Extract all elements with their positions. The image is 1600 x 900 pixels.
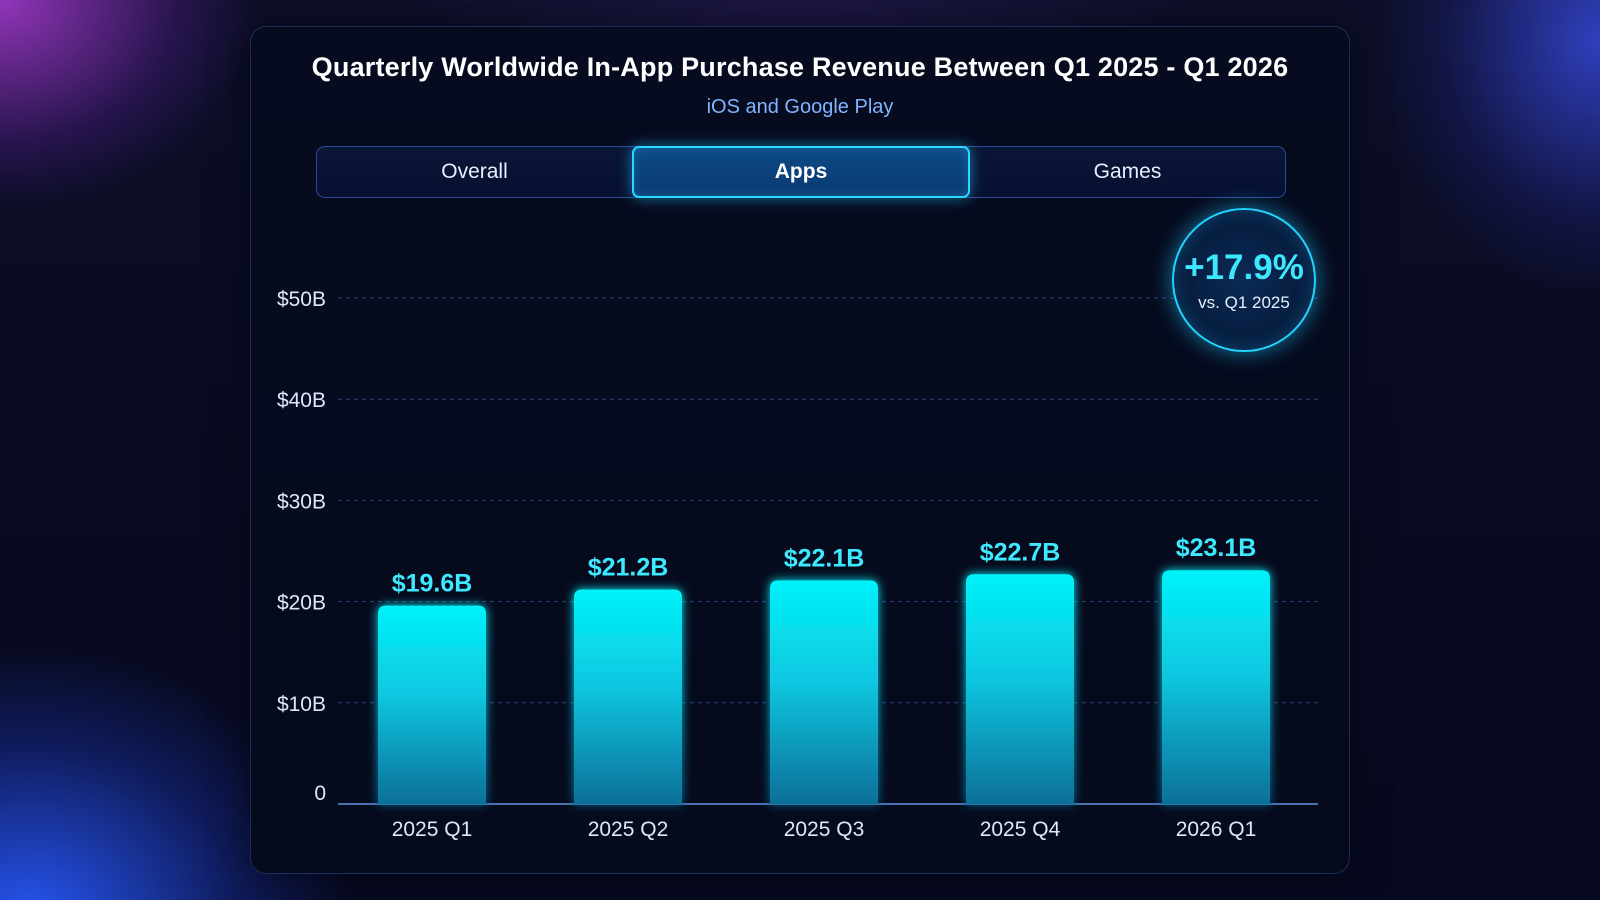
- y-tick-label: $50B: [277, 288, 326, 311]
- bar-2025-q4: [966, 574, 1074, 804]
- x-tick-label: 2025 Q1: [392, 818, 473, 841]
- tab-apps[interactable]: Apps: [632, 146, 970, 198]
- chart-subtitle: iOS and Google Play: [706, 96, 894, 118]
- bar-2026-q1: [1162, 570, 1270, 804]
- bar-value-label: $23.1B: [1176, 534, 1257, 562]
- y-tick-label: $20B: [277, 592, 326, 615]
- growth-badge: +17.9% vs. Q1 2025: [1172, 208, 1316, 352]
- y-tick-label: 0: [314, 782, 326, 805]
- growth-label: vs. Q1 2025: [1198, 292, 1290, 312]
- bar-value-label: $22.7B: [980, 538, 1061, 566]
- category-tabs: Overall Apps Games: [316, 146, 1286, 198]
- x-tick-label: 2025 Q4: [980, 818, 1061, 841]
- chart-title: Quarterly Worldwide In-App Purchase Reve…: [311, 52, 1289, 82]
- x-tick-label: 2026 Q1: [1176, 818, 1257, 841]
- y-tick-label: $30B: [277, 490, 326, 513]
- x-tick-label: 2025 Q2: [588, 818, 669, 841]
- y-tick-label: $40B: [277, 389, 326, 412]
- tab-games[interactable]: Games: [1093, 160, 1162, 183]
- bar-2025-q2: [574, 589, 682, 804]
- bar-2025-q3: [770, 580, 878, 804]
- y-tick-label: $10B: [277, 693, 326, 716]
- bar-2025-q1: [378, 605, 486, 804]
- bar-value-label: $19.6B: [392, 570, 473, 598]
- x-tick-label: 2025 Q3: [784, 818, 865, 841]
- bar-value-label: $22.1B: [784, 544, 865, 572]
- bar-value-label: $21.2B: [588, 553, 669, 581]
- tab-overall[interactable]: Overall: [441, 160, 508, 183]
- growth-value: +17.9%: [1184, 247, 1304, 287]
